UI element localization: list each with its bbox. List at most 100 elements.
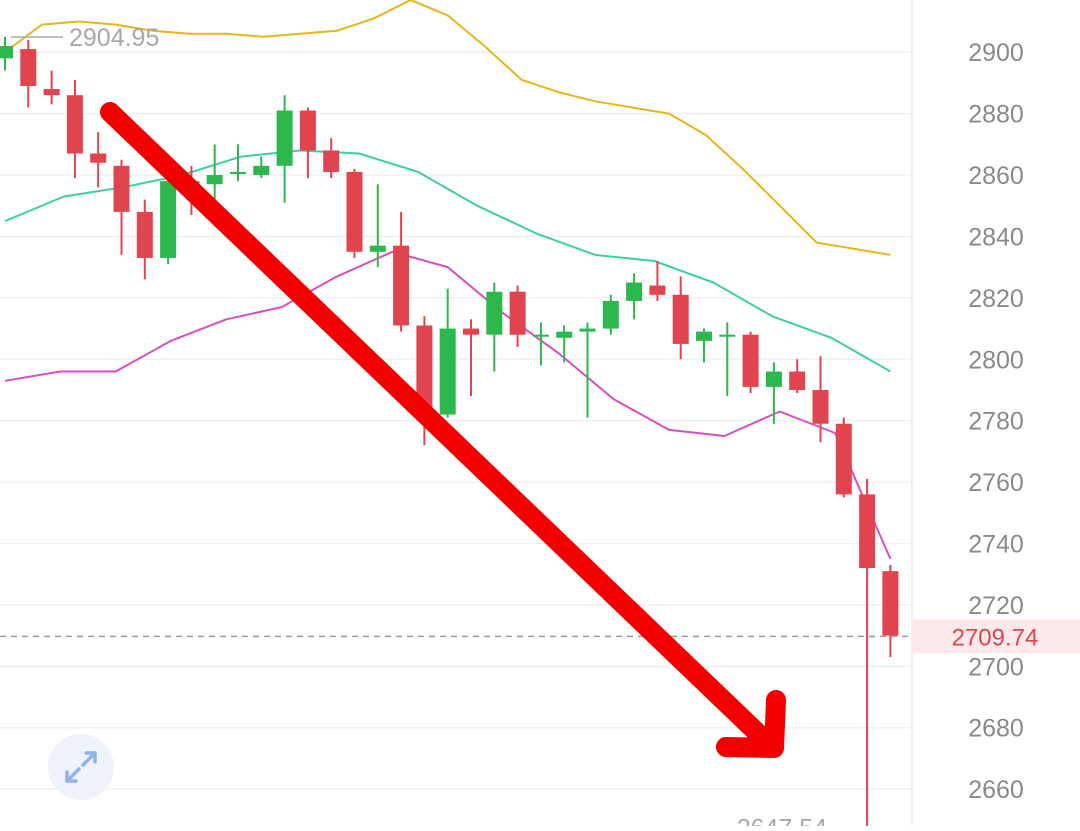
current-price-line-group: 2709.74 (0, 619, 1080, 654)
candle (230, 144, 246, 182)
candle (253, 156, 270, 179)
candle-body (602, 300, 619, 329)
candle-body (230, 171, 246, 174)
candle-body (556, 331, 573, 338)
candle (882, 564, 899, 658)
current-price-label: 2709.74 (952, 624, 1039, 651)
candle-body (789, 371, 806, 390)
candle (672, 276, 689, 360)
candle-body (882, 571, 899, 636)
candle-body (20, 49, 37, 86)
candle-body (649, 285, 666, 295)
candle (20, 39, 37, 108)
y-tick-label: 2900 (968, 39, 1024, 67)
candle (835, 417, 852, 498)
candle (90, 132, 107, 188)
bollinger-bands (4, 0, 892, 560)
candle-body (579, 328, 596, 332)
candles (0, 36, 899, 826)
middle-band-line (4, 149, 891, 373)
candle (602, 294, 619, 335)
candle-body (416, 325, 433, 415)
candle (765, 362, 782, 424)
candle-body (835, 423, 852, 495)
arrow-shaft (100, 102, 780, 755)
candle-body (463, 328, 479, 335)
candle-body (859, 494, 876, 569)
candle-body (719, 334, 736, 337)
candle (160, 178, 177, 265)
y-tick-label: 2880 (968, 101, 1024, 129)
candle (66, 79, 83, 179)
y-tick-label: 2860 (968, 162, 1024, 190)
candle-body (66, 95, 83, 154)
candle (463, 319, 479, 397)
candle-body (160, 181, 177, 258)
candle-body (509, 291, 526, 335)
candle (276, 95, 293, 203)
candle (579, 322, 596, 418)
candle (509, 285, 526, 347)
candle (113, 159, 130, 255)
candle-body (812, 389, 829, 424)
y-tick-label: 2740 (968, 531, 1024, 559)
y-tick-label: 2760 (968, 469, 1024, 497)
high-label: 2904.95 (69, 24, 159, 52)
candle (136, 199, 153, 280)
candle-body (43, 89, 60, 96)
candle-body (765, 371, 782, 387)
candle-body (486, 291, 503, 335)
candle-body (323, 150, 340, 172)
candle-body (626, 282, 643, 301)
y-axis-ticks: 2900 2880 2860 2840 2820 2800 2780 2760 2740 2720… (968, 39, 1024, 804)
candle-body (299, 110, 316, 151)
candle-body (532, 334, 549, 337)
candle (439, 288, 456, 418)
candle (789, 359, 806, 394)
candle (696, 328, 712, 363)
candle-body (672, 294, 689, 344)
candle-body (393, 245, 410, 326)
candle (532, 322, 549, 366)
y-tick-label: 2780 (968, 408, 1024, 436)
candle (719, 322, 736, 397)
low-label: 2647.54 (737, 814, 827, 826)
current-price-tag (912, 619, 1080, 654)
candle-body (136, 211, 153, 258)
expand-icon (65, 751, 97, 783)
candle-body (369, 245, 386, 252)
candle-body (696, 331, 712, 341)
candle-body (113, 165, 130, 212)
candle (0, 36, 13, 71)
candle-body (346, 171, 363, 252)
y-tick-label: 2700 (968, 653, 1024, 681)
y-tick-label: 2720 (968, 592, 1024, 620)
candle (649, 261, 666, 301)
arrow-head (716, 690, 786, 758)
candle (742, 331, 759, 394)
y-tick-label: 2660 (968, 776, 1024, 804)
candle (393, 211, 410, 332)
expand-button[interactable] (48, 734, 114, 800)
downtrend-arrow (100, 102, 786, 758)
y-tick-label: 2840 (968, 223, 1024, 251)
candle-body (90, 153, 107, 163)
candle (346, 168, 363, 258)
candle (812, 356, 829, 443)
y-tick-label: 2680 (968, 715, 1024, 743)
candle-body (253, 165, 270, 176)
upper-band-line (4, 0, 891, 256)
candle (486, 282, 503, 372)
candle (859, 479, 876, 826)
candle (43, 70, 60, 105)
candle (323, 138, 340, 179)
y-tick-label: 2820 (968, 285, 1024, 313)
candle-body (742, 334, 759, 387)
y-tick-label: 2800 (968, 346, 1024, 374)
grid-lines (0, 51, 912, 790)
candle (369, 184, 386, 268)
candle-body (439, 328, 456, 415)
candle-body (0, 46, 13, 59)
